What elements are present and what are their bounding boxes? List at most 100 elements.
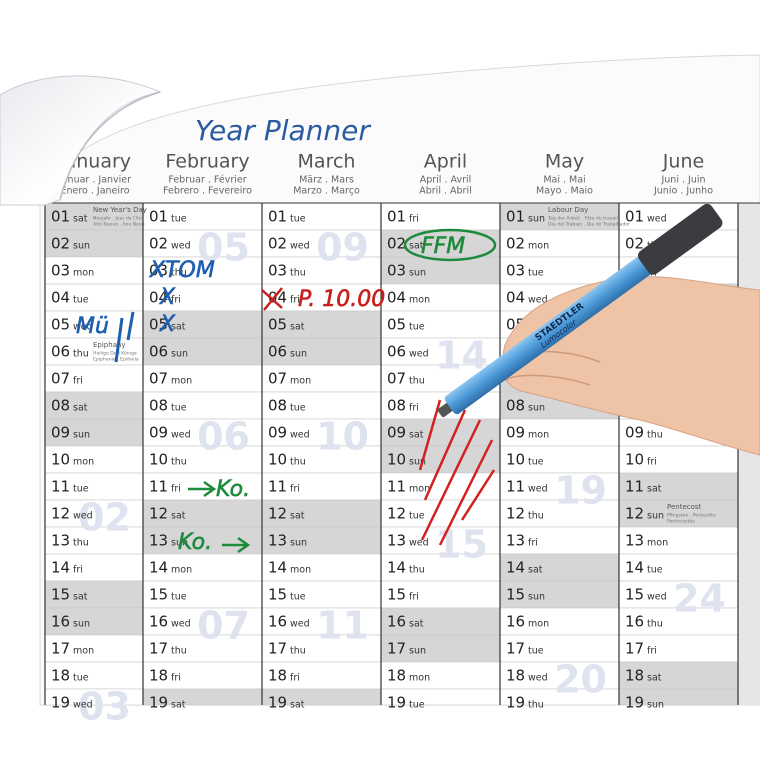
- day-number: 17: [506, 640, 525, 658]
- day-number: 13: [506, 532, 525, 550]
- weekday: sat: [171, 700, 186, 711]
- annotation-stroke: [114, 311, 135, 363]
- weekday: thu: [290, 457, 306, 468]
- weekend-row: [44, 202, 144, 231]
- ffm-ellipse: [403, 228, 497, 262]
- week-number: 24: [673, 577, 726, 621]
- annotation: Ko.: [178, 530, 212, 555]
- day-number: 13: [625, 532, 644, 550]
- day-number: 03: [51, 262, 70, 280]
- day-number: 10: [268, 451, 287, 469]
- weekend-row: [44, 607, 144, 636]
- day-number: 19: [149, 694, 168, 712]
- day-number: 19: [506, 694, 525, 712]
- week-number: 03: [78, 685, 131, 729]
- weekday: thu: [647, 430, 663, 441]
- weekday: sat: [409, 619, 424, 630]
- weekday: sun: [528, 214, 545, 225]
- weekday: sun: [73, 430, 90, 441]
- day-number: 17: [51, 640, 70, 658]
- weekday: sat: [647, 673, 662, 684]
- day-number: 17: [268, 640, 287, 658]
- month-translation: Abril . Abril: [419, 186, 472, 197]
- day-row: [44, 553, 144, 582]
- weekday: tue: [528, 646, 544, 657]
- weekday: thu: [409, 376, 425, 387]
- weekday: tue: [171, 403, 187, 414]
- week-number: 05: [197, 226, 250, 270]
- day-number: 02: [625, 235, 644, 253]
- day-row: [499, 499, 620, 528]
- day-number: 02: [506, 235, 525, 253]
- weekend-row: [44, 418, 144, 447]
- weekday: wed: [528, 484, 548, 495]
- holiday-translation: Pfingsten . Pentecôte: [667, 512, 716, 519]
- day-row: [261, 256, 382, 285]
- weekday: fri: [73, 565, 83, 576]
- weekday: mon: [528, 430, 549, 441]
- day-number: 07: [387, 370, 406, 388]
- day-number: 18: [51, 667, 70, 685]
- weekday: tue: [290, 214, 306, 225]
- weekend-row: [261, 337, 382, 366]
- month-translation: April . Avril: [420, 175, 472, 186]
- day-number: 02: [387, 235, 406, 253]
- day-number: 15: [149, 586, 168, 604]
- day-row: [261, 364, 382, 393]
- day-number: 07: [268, 370, 287, 388]
- weekend-row: [499, 202, 620, 231]
- day-number: 06: [149, 343, 168, 361]
- day-row: [499, 445, 620, 474]
- month-translation: Februar . Février: [168, 175, 246, 186]
- weekday: fri: [409, 214, 419, 225]
- week-number: 02: [78, 496, 131, 540]
- day-row: [618, 634, 739, 663]
- day-row: [44, 634, 144, 663]
- month-name: May: [545, 151, 584, 173]
- day-number: 19: [625, 694, 644, 712]
- annotation: Mü: [76, 314, 109, 339]
- weekday: fri: [409, 403, 419, 414]
- week-number: 11: [316, 604, 369, 648]
- weekday: wed: [171, 241, 191, 252]
- weekday: sun: [528, 403, 545, 414]
- month-translation: Januar . Janvier: [58, 175, 131, 186]
- weekend-row: [44, 580, 144, 609]
- day-number: 16: [149, 613, 168, 631]
- day-row: [261, 661, 382, 690]
- week-number: 14: [435, 334, 488, 378]
- holiday-translation: Año Nuevo . Ano Novo: [93, 222, 145, 228]
- day-number: 09: [149, 424, 168, 442]
- day-number: 18: [149, 667, 168, 685]
- day-row: [142, 229, 263, 258]
- day-number: 12: [51, 505, 70, 523]
- day-number: 04: [506, 289, 525, 307]
- day-number: 19: [51, 694, 70, 712]
- weekday: fri: [171, 484, 181, 495]
- holiday-translation: Neujahr . Jour de l'An: [93, 216, 142, 222]
- weekday: sat: [73, 214, 88, 225]
- weekday: wed: [528, 673, 548, 684]
- weekday: sat: [73, 403, 88, 414]
- day-number: 08: [268, 397, 287, 415]
- weekday: tue: [290, 403, 306, 414]
- weekday: thu: [171, 457, 187, 468]
- holiday-translation: Tag der Arbeit . Fête du travail: [547, 215, 618, 222]
- day-number: 09: [506, 424, 525, 442]
- day-number: 03: [149, 262, 168, 280]
- weekday: sat: [528, 565, 543, 576]
- month-translation: Mayo . Maio: [536, 186, 593, 197]
- day-number: 10: [625, 451, 644, 469]
- month-translation: Juni . Juin: [660, 175, 705, 186]
- day-number: 04: [387, 289, 406, 307]
- day-number: 17: [625, 640, 644, 658]
- weekday: tue: [409, 322, 425, 333]
- handwriting: FFM XTOM X X Mü P. 10.00 Ko. Ko.: [76, 228, 497, 555]
- day-number: 12: [625, 505, 644, 523]
- day-number: 11: [625, 478, 644, 496]
- weekday: thu: [409, 565, 425, 576]
- month-translation: Junio . Junho: [653, 186, 713, 197]
- day-number: 19: [268, 694, 287, 712]
- day-number: 01: [149, 208, 168, 226]
- day-number: 10: [51, 451, 70, 469]
